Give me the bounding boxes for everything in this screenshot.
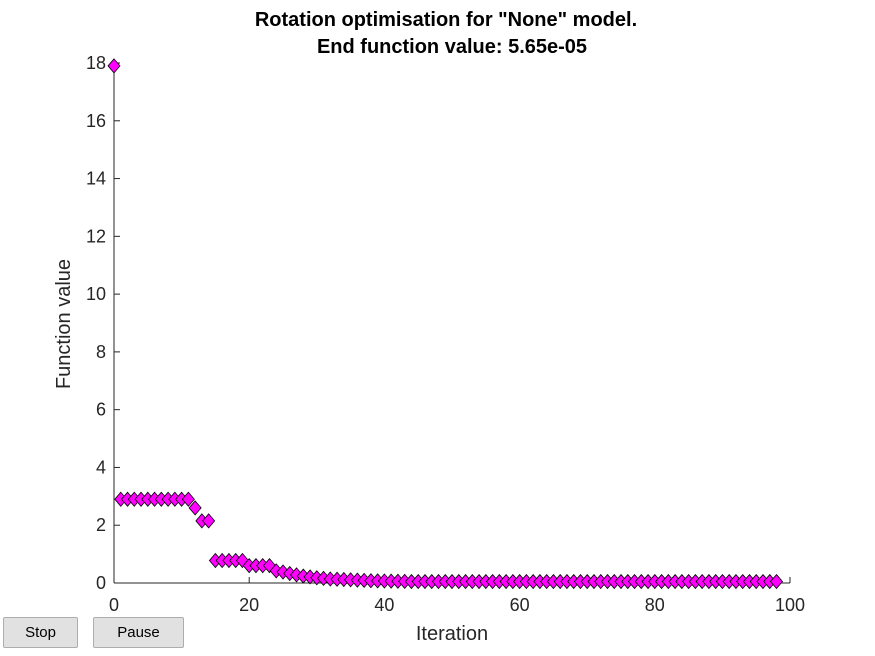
y-tick-label: 8 xyxy=(96,342,106,362)
y-tick-label: 2 xyxy=(96,515,106,535)
y-tick-label: 18 xyxy=(86,53,106,73)
y-tick-label: 14 xyxy=(86,169,106,189)
y-tick-label: 12 xyxy=(86,226,106,246)
data-point xyxy=(202,513,216,529)
data-point xyxy=(769,573,784,590)
x-tick-label: 60 xyxy=(510,595,530,615)
y-axis-label: Function value xyxy=(53,259,75,389)
data-point xyxy=(188,500,202,516)
chart-title-line-2: End function value: 5.65e-05 xyxy=(317,36,587,58)
plot-axes: 0 20 40 60 80 100 0 2 4 6 8 10 12 14 16 18 xyxy=(86,53,805,615)
y-tick-label: 16 xyxy=(86,111,106,131)
x-tick-label: 100 xyxy=(775,595,805,615)
data-point xyxy=(181,491,195,507)
y-tick-label: 4 xyxy=(96,457,106,477)
x-tick-label: 80 xyxy=(645,595,665,615)
x-tick-label: 40 xyxy=(374,595,394,615)
stop-button[interactable]: Stop xyxy=(3,617,78,648)
y-tick-label: 6 xyxy=(96,400,106,420)
x-tick-label: 0 xyxy=(109,595,119,615)
data-markers xyxy=(107,58,784,590)
x-tick-label: 20 xyxy=(239,595,259,615)
x-axis-label: Iteration xyxy=(416,623,488,645)
data-point xyxy=(107,58,121,74)
chart-title-line-1: Rotation optimisation for "None" model. xyxy=(255,9,637,31)
pause-button[interactable]: Pause xyxy=(93,617,184,648)
y-tick-label: 0 xyxy=(96,573,106,593)
y-tick-label: 10 xyxy=(86,284,106,304)
